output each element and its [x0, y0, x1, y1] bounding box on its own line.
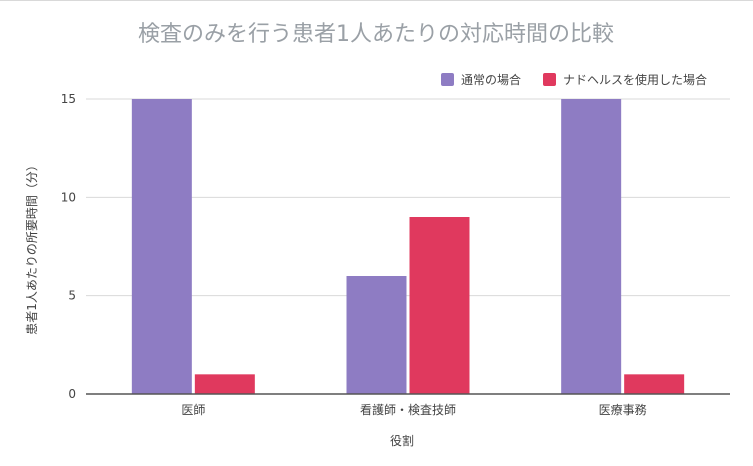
y-tick-label: 0 [68, 387, 76, 401]
y-tick-label: 5 [68, 289, 76, 303]
bar-normal-1 [346, 276, 407, 394]
bar-nadhealth-1 [409, 217, 470, 394]
x-tick-labels: 医師 看護師・検査技師 医療事務 [181, 402, 646, 417]
legend-label-normal: 通常の場合 [461, 72, 521, 87]
y-tick-label: 15 [61, 92, 76, 106]
y-axis-label: 患者1人あたりの所要時間（分） [25, 159, 39, 335]
y-tick-label: 10 [61, 190, 76, 204]
grid-lines [86, 98, 730, 297]
chart-title: 検査のみを行う患者1人あたりの対応時間の比較 [138, 22, 614, 47]
x-tick-label: 医師 [181, 403, 205, 417]
bars [131, 99, 685, 394]
y-tick-labels: 0 5 10 15 [61, 92, 76, 401]
x-tick-label: 看護師・検査技師 [360, 402, 456, 417]
legend-swatch-normal [441, 73, 454, 86]
legend-swatch-nadhealth [543, 73, 556, 86]
bar-normal-0 [131, 99, 192, 394]
x-tick-label: 医療事務 [599, 403, 647, 417]
chart-legend: 通常の場合 ナドヘルスを使用した場合 [441, 72, 707, 87]
bar-normal-2 [561, 99, 622, 394]
bar-nadhealth-2 [624, 374, 685, 394]
bar-nadhealth-0 [194, 374, 255, 394]
legend-label-nadhealth: ナドヘルスを使用した場合 [563, 72, 707, 87]
x-axis-label: 役割 [390, 433, 414, 448]
